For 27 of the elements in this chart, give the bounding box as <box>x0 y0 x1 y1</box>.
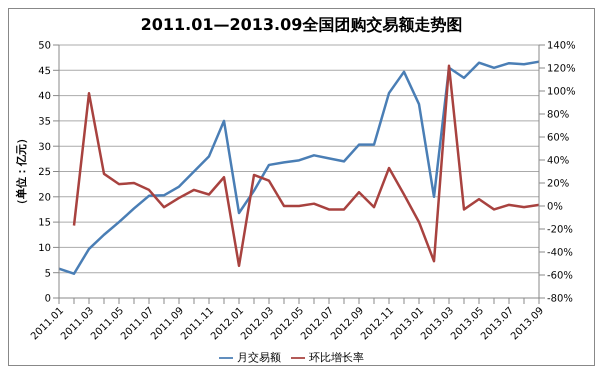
y2-tick-label: 20% <box>547 178 570 190</box>
y-tick-label: 15 <box>38 218 51 229</box>
y-tick-label: 25 <box>38 167 51 178</box>
y-tick-label: 35 <box>38 116 51 128</box>
y-tick-label: 20 <box>38 192 51 204</box>
y2-tick-label: 80% <box>547 110 570 121</box>
chart-title: 2011.01—2013.09全国团购交易额走势图 <box>140 14 464 36</box>
y-axis-title: （单位：亿元） <box>14 133 28 210</box>
y2-tick-label: 140% <box>547 40 576 52</box>
y2-tick-label: -60% <box>547 270 573 282</box>
y2-tick-label: -20% <box>547 224 573 236</box>
y2-tick-label: 60% <box>547 132 570 144</box>
y2-tick-label: -80% <box>547 294 573 305</box>
y-tick-label: 10 <box>38 242 51 254</box>
y-tick-label: 50 <box>38 40 51 52</box>
y2-tick-label: 120% <box>547 64 576 75</box>
y2-tick-label: 0% <box>547 202 563 213</box>
y2-tick-label: 40% <box>547 156 570 167</box>
legend-label: 环比增长率 <box>309 351 364 364</box>
y-tick-label: 30 <box>38 142 51 153</box>
y2-tick-label: 100% <box>547 86 576 98</box>
y-tick-label: 45 <box>38 66 51 77</box>
y-tick-label: 0 <box>44 294 51 305</box>
legend-label: 月交易额 <box>237 351 281 364</box>
y-tick-label: 40 <box>38 91 51 102</box>
y2-tick-label: -40% <box>547 248 573 259</box>
y-tick-label: 5 <box>44 268 51 280</box>
